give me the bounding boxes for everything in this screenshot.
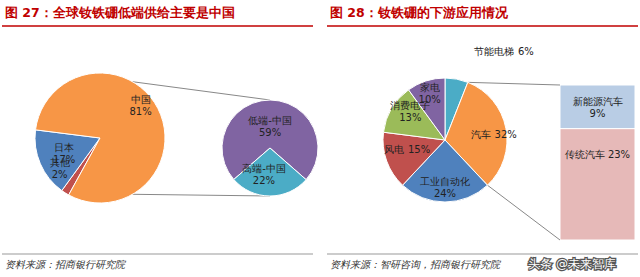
data-labels: 传统汽车23% 新能源汽车9% — [565, 96, 630, 160]
data-label: 工业自动化24% — [420, 176, 470, 199]
connector-line — [468, 82, 560, 85]
pie-slice — [222, 100, 318, 180]
label-value: 81% — [129, 106, 151, 117]
label-value: 2% — [52, 169, 68, 180]
title-rule — [2, 25, 313, 27]
label-value: 9% — [590, 108, 606, 119]
pie — [35, 73, 165, 203]
label-category: 风电 — [384, 144, 404, 155]
label-value: 23% — [608, 149, 630, 160]
label-value: 15% — [408, 144, 430, 155]
data-label: 传统汽车23% — [565, 149, 630, 160]
label-value: 6% — [518, 46, 534, 57]
data-label: 家电10% — [419, 82, 441, 105]
label-series: 传统汽车 — [565, 149, 605, 160]
chart-title: 图 28：钕铁硼的下游应用情况 — [330, 5, 509, 20]
data-label: 风电 15% — [384, 144, 430, 155]
label-value: 22% — [253, 175, 275, 186]
label-value: 10% — [419, 94, 441, 105]
label-value: 24% — [434, 188, 456, 199]
data-label: 汽车 32% — [471, 129, 517, 140]
pie-slice — [234, 148, 306, 196]
connector-line — [133, 194, 271, 196]
label-category: 家电 — [420, 82, 440, 93]
bar-segment — [560, 85, 635, 129]
label-category: 日本 — [54, 142, 74, 153]
data-label: 中国81% — [129, 94, 151, 117]
label-value: 17% — [53, 154, 75, 165]
data-label: 高端-中国22% — [242, 163, 286, 186]
label-value: 32% — [495, 129, 517, 140]
source-rule — [2, 254, 313, 255]
bar-segment — [560, 129, 635, 240]
label-category: 低端-中国 — [248, 115, 292, 126]
data-labels: 节能电梯6%汽车32%工业自动化24%风电15%消费电子13%家电10% — [384, 46, 534, 198]
data-labels: 低端-中国59% 高端-中国22% — [242, 115, 292, 186]
pie — [222, 100, 318, 196]
label-series: 新能源汽车 — [573, 96, 623, 107]
data-label: 低端-中国59% — [248, 115, 292, 138]
data-label: 新能源汽车9% — [573, 96, 623, 119]
watermark: 头条 @未来智库 — [528, 257, 616, 271]
label-category: 高端-中国 — [242, 163, 286, 174]
pie-slice — [36, 73, 165, 203]
label-value: 59% — [259, 127, 281, 138]
source-note: 资料来源：招商银行研究院 — [5, 259, 127, 270]
connector-line — [133, 82, 271, 100]
label-category: 节能电梯 — [474, 46, 514, 57]
connector-line — [487, 185, 560, 240]
label-category: 中国 — [131, 94, 151, 105]
source-note: 资料来源：智研咨询，招商银行研究院 — [330, 259, 502, 270]
title-rule — [327, 25, 638, 27]
chart-title: 图 27：全球钕铁硼低端供给主要是中国 — [5, 5, 235, 20]
source-rule — [327, 254, 638, 255]
label-value: 13% — [399, 112, 421, 123]
data-labels: 其他2%日本17%中国81% — [50, 94, 152, 180]
pie — [383, 78, 507, 202]
chart-root: 图 27：全球钕铁硼低端供给主要是中国资料来源：招商银行研究院其他2%日本17%… — [0, 0, 640, 277]
label-category: 汽车 — [471, 129, 491, 140]
label-category: 工业自动化 — [420, 176, 470, 187]
bars — [560, 85, 635, 240]
data-label: 节能电梯 6% — [474, 46, 534, 57]
data-label: 日本17% — [53, 142, 75, 165]
